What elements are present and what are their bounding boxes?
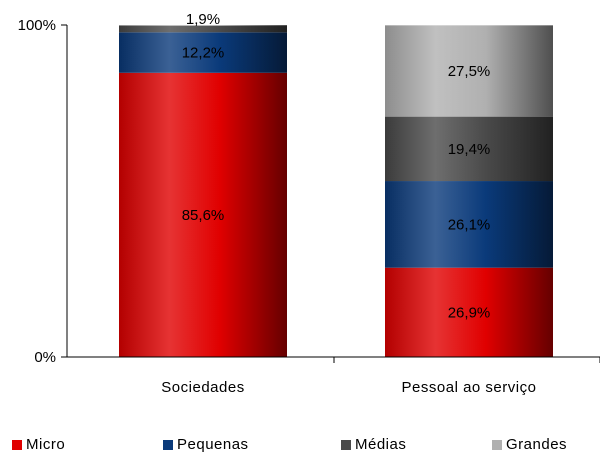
bar-segment-grandes-0	[119, 25, 287, 26]
legend-label-pequenas: Pequenas	[177, 436, 249, 453]
data-label-pequenas-1: 26,1%	[448, 216, 491, 233]
legend-label-micro: Micro	[26, 436, 66, 453]
legend-item-pequenas: Pequenas	[163, 436, 249, 453]
legend-swatch-grandes	[492, 439, 502, 450]
data-label-m-dias-1: 19,4%	[448, 141, 491, 158]
bar-segment-micro-0	[119, 72, 287, 358]
stacked-bar-chart: 85,6%12,2%1,9%26,9%26,1%19,4%27,5% 100% …	[18, 11, 600, 396]
data-label-micro-0: 85,6%	[182, 207, 225, 224]
legend-label-medias: Médias	[355, 436, 407, 453]
category-label-sociedades: Sociedades	[161, 379, 244, 396]
legend-swatch-medias	[341, 439, 351, 450]
bar-segment-pequenas-0	[119, 32, 287, 73]
category-label-pessoal: Pessoal ao serviço	[402, 379, 537, 396]
bar-segment-micro-1	[385, 267, 553, 357]
bar-segment-grandes-1	[385, 25, 553, 117]
legend-swatch-micro	[12, 439, 22, 450]
data-label-grandes-1: 27,5%	[448, 63, 491, 80]
bar-segment-m-dias-1	[385, 116, 553, 182]
legend-swatch-pequenas	[163, 439, 173, 450]
bar-segment-pequenas-1	[385, 181, 553, 268]
bar-segment-m-dias-0	[119, 25, 287, 33]
data-label-micro-1: 26,9%	[448, 304, 491, 321]
bars-layer	[119, 25, 553, 358]
legend-label-grandes: Grandes	[506, 436, 568, 453]
legend-item-micro: Micro	[12, 436, 65, 453]
legend-item-medias: Médias	[341, 436, 406, 453]
data-label-pequenas-0: 12,2%	[182, 45, 225, 62]
legend: Micro Pequenas Médias Grandes	[0, 436, 600, 457]
legend-item-grandes: Grandes	[492, 436, 567, 453]
y-tick-label-top: 100%	[18, 17, 56, 34]
data-label-m-dias-0: 1,9%	[186, 11, 220, 28]
y-tick-label-bottom: 0%	[34, 349, 56, 366]
labels-layer: 85,6% 12,2% 1,9% 26,9% 26,1% 19,4% 27,5%	[182, 11, 491, 321]
